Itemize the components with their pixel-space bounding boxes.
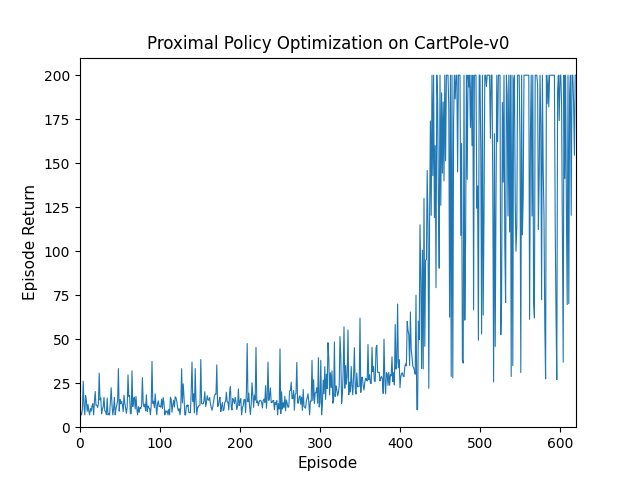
- Title: Proximal Policy Optimization on CartPole-v0: Proximal Policy Optimization on CartPole…: [147, 35, 509, 53]
- X-axis label: Episode: Episode: [298, 456, 358, 471]
- Y-axis label: Episode Return: Episode Return: [23, 184, 38, 300]
